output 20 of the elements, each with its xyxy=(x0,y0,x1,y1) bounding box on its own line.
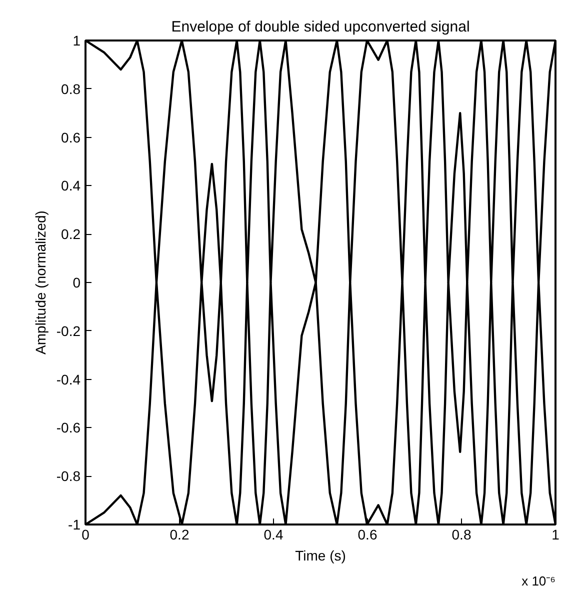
y-tick-label: -1 xyxy=(68,516,81,532)
chart-title: Envelope of double sided upconverted signal xyxy=(171,18,470,36)
y-tick-label: 0 xyxy=(72,274,81,290)
x-tick-label: 1 xyxy=(552,526,560,542)
x-tick-label: 0.8 xyxy=(452,526,472,542)
text: x 10⁻⁶ xyxy=(522,574,556,588)
x-tick-label: 0.4 xyxy=(264,526,284,542)
y-tick-label: -0.6 xyxy=(56,420,81,436)
y-tick-label: -0.4 xyxy=(56,371,81,388)
y-tick-label: 0.2 xyxy=(61,226,81,242)
y-tick-label: 0.8 xyxy=(61,80,81,97)
y-tick-label: 0.6 xyxy=(61,129,81,146)
y-tick-label: -0.8 xyxy=(56,468,81,484)
y-tick-label: 1 xyxy=(72,32,81,48)
y-tick-label: -0.2 xyxy=(56,322,81,339)
y-tick-label: 0.4 xyxy=(61,178,81,194)
y-axis-title: Amplitude (normalized) xyxy=(32,210,48,354)
x-axis-title: Time (s) xyxy=(295,548,346,564)
x-tick-label: 0.2 xyxy=(170,526,190,542)
x-tick-label: 0.6 xyxy=(358,526,378,542)
